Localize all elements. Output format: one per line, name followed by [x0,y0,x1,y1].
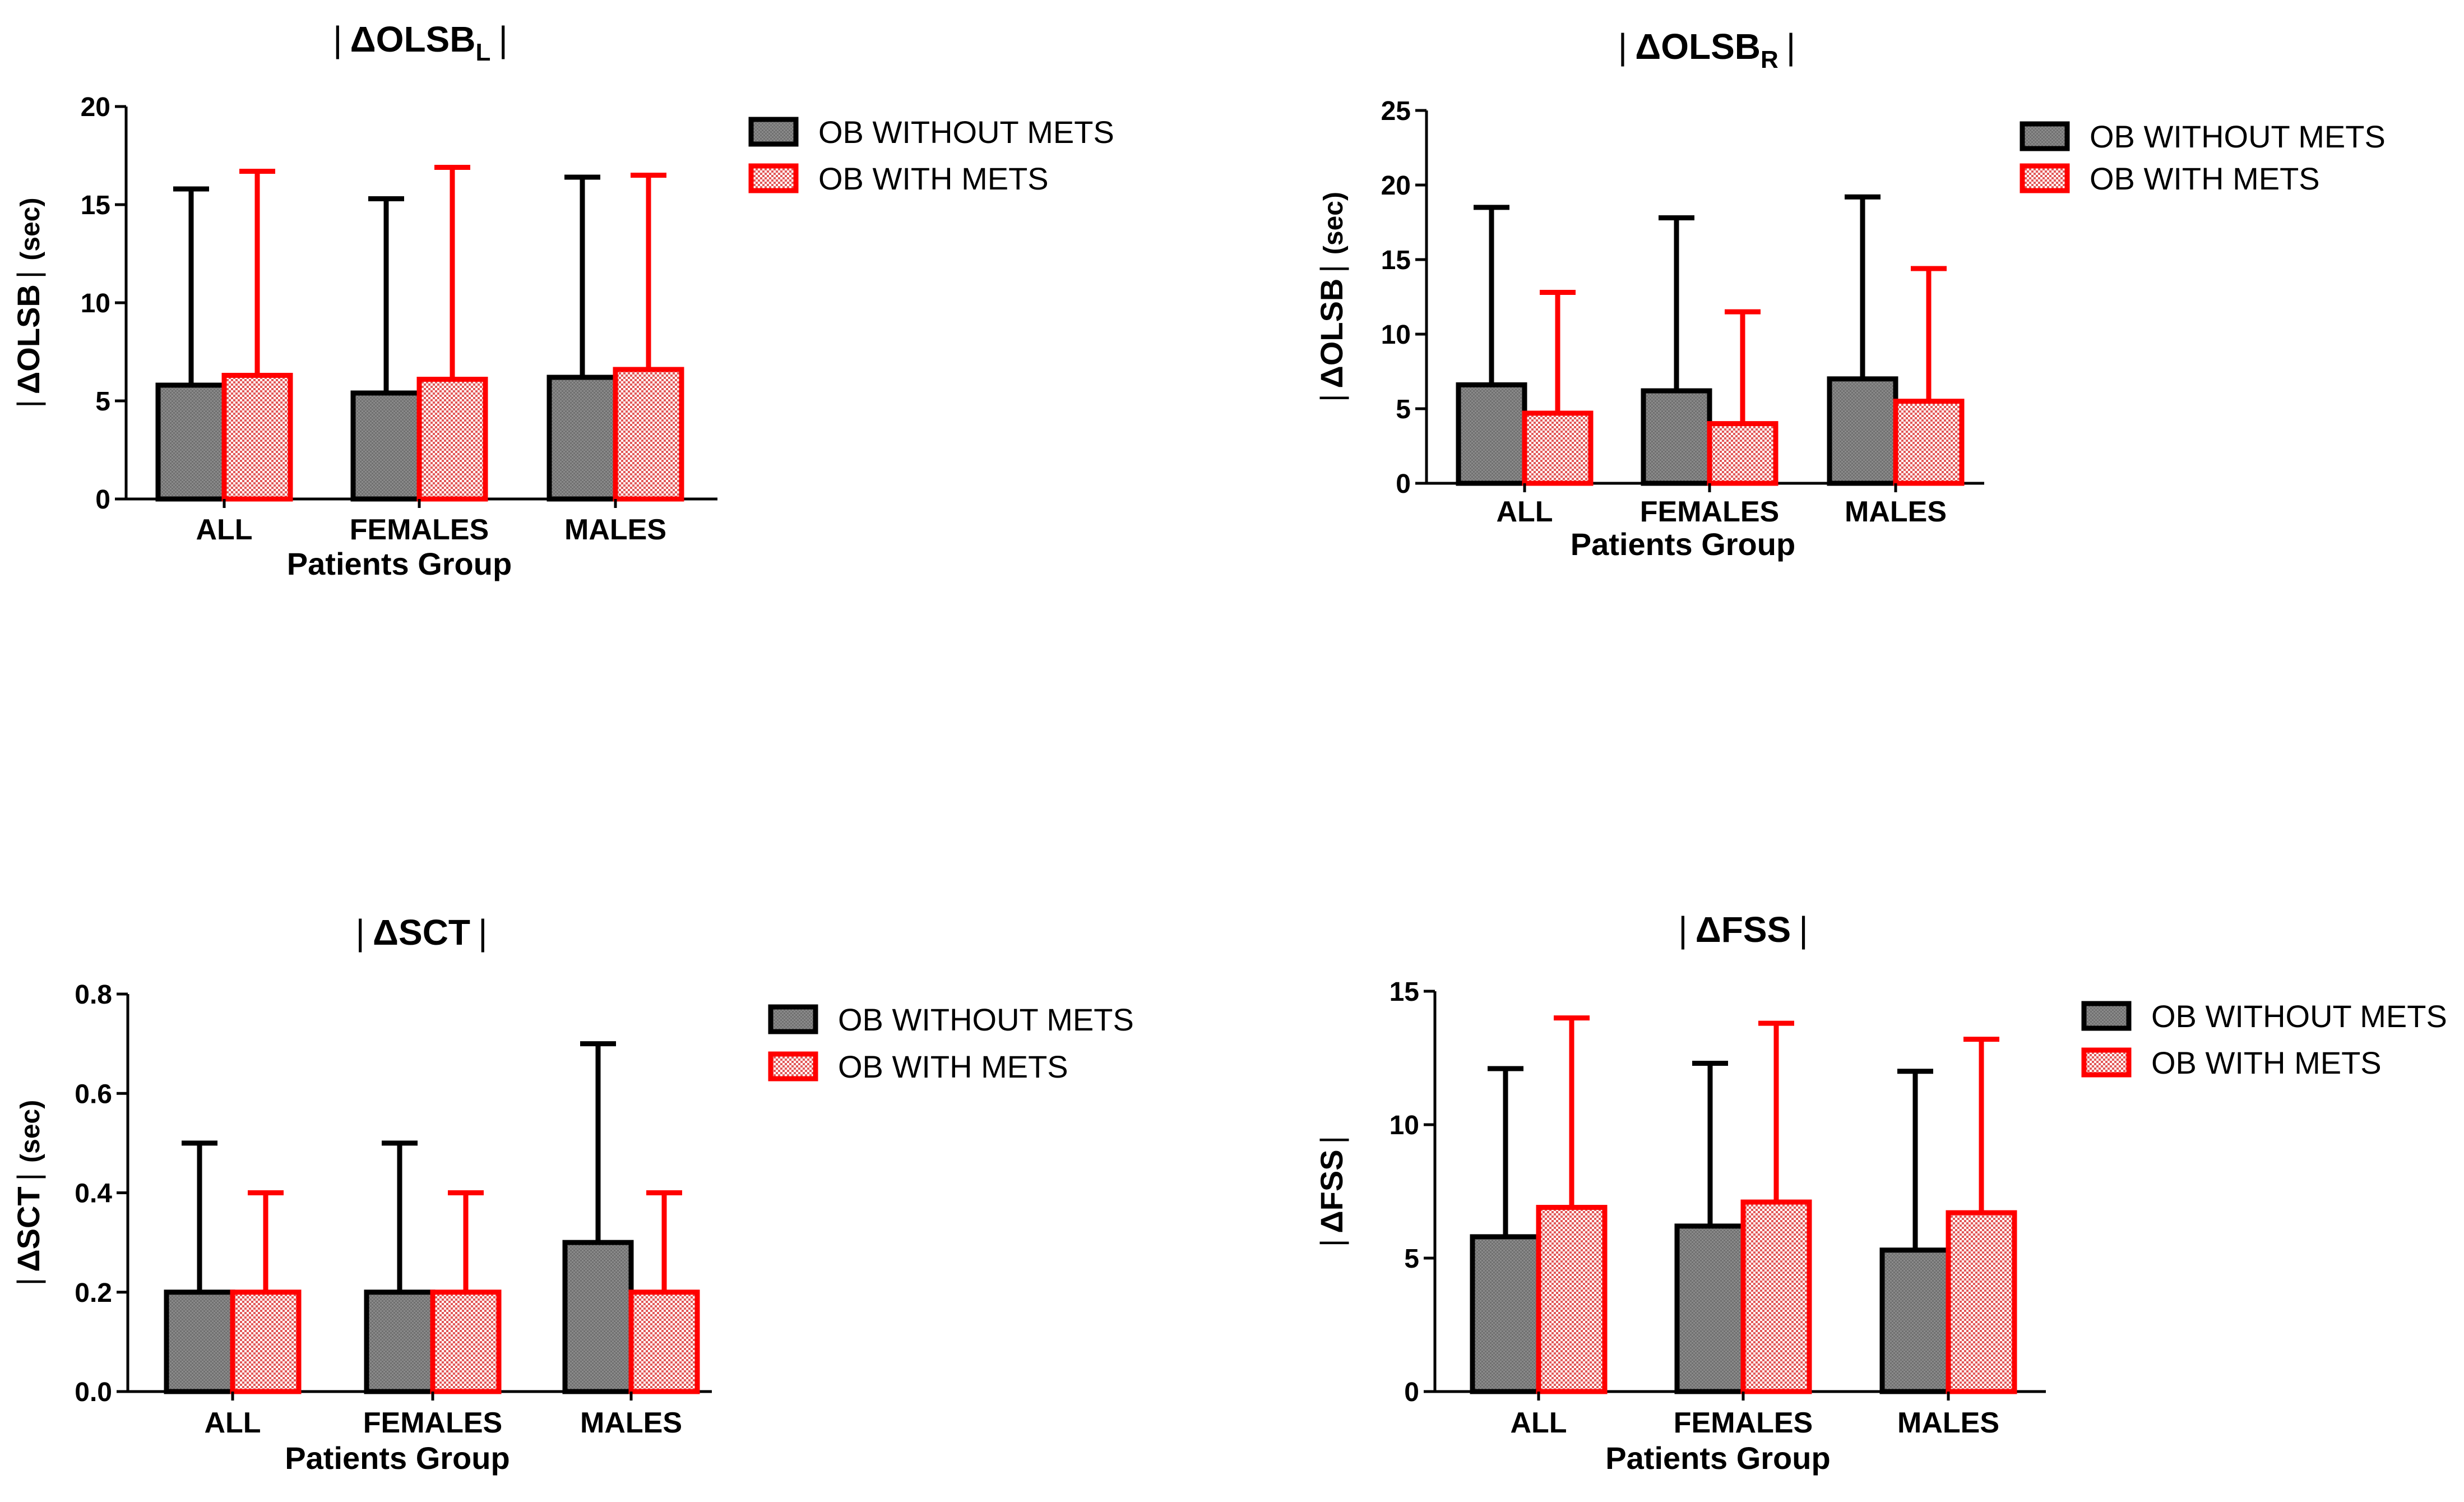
bar-without-mets [546,375,618,502]
chart-panel-1: | ΔOLSBL | |ΔOLSB|(sec) 0 5 10 15 20 ALL FEMALES MA… [11,19,1114,581]
legend-label: OB WITH METS [2151,1045,2382,1080]
y-tick-label: 5 [1404,1244,1419,1274]
x-axis-label: Patients Group [1571,526,1795,562]
legend-swatch [768,1051,818,1082]
legend-label: OB WITHOUT METS [838,1002,1134,1037]
category-label: FEMALES [350,514,489,546]
category-label: MALES [564,514,666,546]
x-axis-label: Patients Group [1605,1440,1830,1476]
legend-swatch [748,163,799,193]
legend-swatch [2020,163,2070,193]
chart-title: | ΔOLSBR | [1618,26,1796,73]
bar-with-mets [416,377,488,502]
y-tick-label: 0.0 [75,1378,112,1407]
bar-with-mets [628,1290,700,1394]
bar-without-mets [364,1290,436,1394]
bar-with-mets [430,1290,502,1394]
legend: OB WITHOUT METS OB WITH METS [748,114,1114,196]
legend-label: OB WITHOUT METS [2151,999,2447,1034]
y-tick-label: 20 [81,93,110,122]
y-tick-label: 5 [95,387,110,417]
y-tick-label: 20 [1381,171,1411,201]
legend-swatch [2081,1047,2132,1078]
y-tick-label: 10 [1381,320,1411,350]
legend-label: OB WITH METS [818,161,1049,196]
y-tick-label: 0 [95,485,110,515]
x-axis-label: Patients Group [287,546,512,581]
legend-label: OB WITH METS [838,1049,1068,1084]
bar-without-mets [164,1290,235,1394]
y-tick-label: 15 [1381,246,1411,275]
bar-without-mets [562,1240,634,1394]
y-tick-label: 10 [1390,1111,1419,1140]
bar-without-mets [1827,376,1898,486]
y-axis-label: |ΔOLSB|(sec) [11,198,46,408]
chart-title: | ΔOLSBL | [333,19,508,66]
bar-without-mets [350,390,422,502]
bar-with-mets [1707,421,1778,486]
legend-swatch [768,1004,818,1034]
legend-label: OB WITH METS [2090,161,2320,196]
y-tick-label: 0.2 [75,1278,112,1308]
category-label: FEMALES [363,1407,502,1439]
category-label: FEMALES [1640,496,1779,528]
y-tick-label: 0.6 [75,1079,112,1109]
chart-title: | ΔFSS | [1678,909,1808,950]
bar-with-mets [230,1290,302,1394]
y-axis-label: |ΔFSS| [1314,1136,1349,1247]
y-tick-label: 25 [1381,96,1411,126]
legend-label: OB WITHOUT METS [818,114,1114,150]
category-label: ALL [1496,496,1553,528]
y-axis-label: |ΔOLSB|(sec) [1314,192,1349,402]
y-tick-label: 15 [81,191,110,220]
legend: OB WITHOUT METS OB WITH METS [768,1002,1134,1084]
y-tick-label: 15 [1390,977,1419,1007]
bar-without-mets [155,382,227,502]
bar-with-mets [1893,399,1965,486]
legend-swatch [748,117,799,147]
chart-panel-4: | ΔFSS | |ΔFSS| 0 5 10 15 ALL FEMALES MALES Patient… [1314,909,2447,1476]
category-label: ALL [204,1407,261,1439]
y-tick-label: 0.4 [75,1179,112,1209]
legend: OB WITHOUT METS OB WITH METS [2081,999,2447,1080]
category-label: MALES [580,1407,682,1439]
category-label: FEMALES [1674,1407,1813,1439]
bar-with-mets [1522,410,1594,486]
category-label: MALES [1845,496,1947,528]
bar-without-mets [1456,382,1527,486]
category-label: MALES [1897,1407,1999,1439]
category-label: ALL [1510,1407,1567,1439]
y-axis-label: |ΔSCT|(sec) [11,1100,46,1286]
bar-without-mets [1674,1223,1746,1394]
bar-with-mets [221,373,293,502]
y-tick-label: 0.8 [75,980,112,1010]
chart-panel-2: | ΔOLSBR | |ΔOLSB|(sec) 0 5 10 15 20 25 ALL FEMALES… [1314,26,2386,562]
legend-swatch [2081,1001,2132,1031]
chart-panel-3: | ΔSCT | |ΔSCT|(sec) 0.0 0.2 0.4 0.6 0.8 ALL FEMAL… [11,912,1134,1476]
bar-with-mets [1740,1199,1812,1394]
x-axis-label: Patients Group [285,1440,510,1476]
legend-swatch [2020,121,2070,151]
legend: OB WITHOUT METS OB WITH METS [2020,119,2386,196]
bar-with-mets [1536,1205,1608,1394]
y-tick-label: 0 [1396,469,1411,499]
category-label: ALL [196,514,252,546]
legend-label: OB WITHOUT METS [2090,119,2386,154]
bar-with-mets [1946,1210,2017,1394]
bar-without-mets [1641,388,1712,486]
bar-without-mets [1879,1247,1951,1394]
y-tick-label: 10 [81,289,110,318]
y-tick-label: 0 [1404,1378,1419,1407]
chart-title: | ΔSCT | [355,912,487,953]
bar-with-mets [613,367,684,502]
bar-without-mets [1470,1234,1541,1394]
y-tick-label: 5 [1396,395,1411,424]
